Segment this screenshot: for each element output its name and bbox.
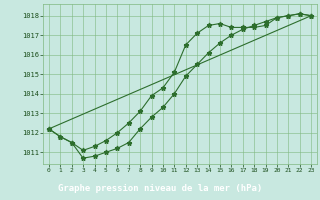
- Text: Graphe pression niveau de la mer (hPa): Graphe pression niveau de la mer (hPa): [58, 184, 262, 193]
